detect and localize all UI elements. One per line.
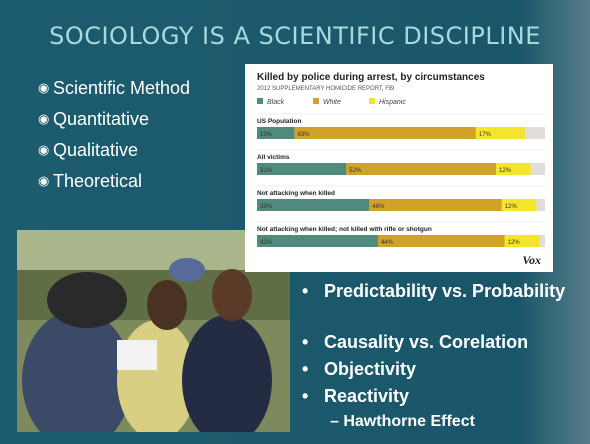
value-label: 44% [381, 240, 394, 246]
bullet-text: Reactivity [304, 385, 574, 407]
bullet: Reactivity [304, 385, 574, 407]
bullet: Theoretical [38, 171, 142, 192]
row-label: Not attacking when killed; not killed wi… [257, 226, 432, 233]
legend-swatch [257, 98, 263, 104]
legend-label: Black [267, 99, 285, 106]
value-label: 12% [505, 204, 518, 210]
bar-segment [257, 199, 369, 211]
bar-segment [346, 163, 496, 175]
legend-swatch [369, 98, 375, 104]
bullet: Causality vs. Corelation [304, 331, 574, 353]
bullet: Objectivity [304, 358, 574, 380]
bullet: Qualitative [38, 140, 138, 161]
bullet-text: Predictability vs. Probability [304, 280, 574, 302]
sub-bullet: – Hawthorne Effect [330, 413, 475, 431]
value-label: 31% [260, 168, 273, 174]
bar-segment [257, 235, 378, 247]
value-label: 17% [479, 132, 492, 138]
value-label: 63% [297, 132, 310, 138]
chart-title: Killed by police during arrest, by circu… [257, 72, 485, 83]
value-label: 13% [260, 132, 273, 138]
bullet: Predictability vs. Probability [304, 280, 574, 302]
bullet: Quantitative [38, 109, 149, 130]
brand: Vox [522, 253, 541, 267]
value-label: 46% [372, 204, 385, 210]
row-label: US Population [257, 118, 301, 125]
row-label: Not attacking when killed [257, 190, 335, 197]
bar-segment [378, 235, 505, 247]
value-label: 12% [499, 168, 512, 174]
bullet: Scientific Method [38, 78, 190, 99]
bar-segment [294, 127, 475, 139]
legend-label: Hispanic [379, 99, 406, 106]
legend-label: White [323, 99, 341, 106]
bar-segment [369, 199, 501, 211]
bullet-text: Objectivity [304, 358, 574, 380]
chart-subtitle: 2012 SUPPLEMENTARY HOMICIDE REPORT, FBI [257, 86, 395, 92]
slide: SOCIOLOGY IS A SCIENTIFIC DISCIPLINE Sci… [0, 0, 590, 444]
bullet-text: Causality vs. Corelation [304, 331, 574, 353]
value-label: 12% [508, 240, 521, 246]
chart-image: Killed by police during arrest, by circu… [245, 64, 553, 272]
slide-title: SOCIOLOGY IS A SCIENTIFIC DISCIPLINE [0, 22, 590, 50]
value-label: 42% [260, 240, 273, 246]
sub-bullet-text: Hawthorne Effect [343, 413, 475, 430]
row-label: All victims [257, 154, 290, 161]
value-label: 39% [260, 204, 273, 210]
legend-swatch [313, 98, 319, 104]
value-label: 52% [349, 168, 362, 174]
